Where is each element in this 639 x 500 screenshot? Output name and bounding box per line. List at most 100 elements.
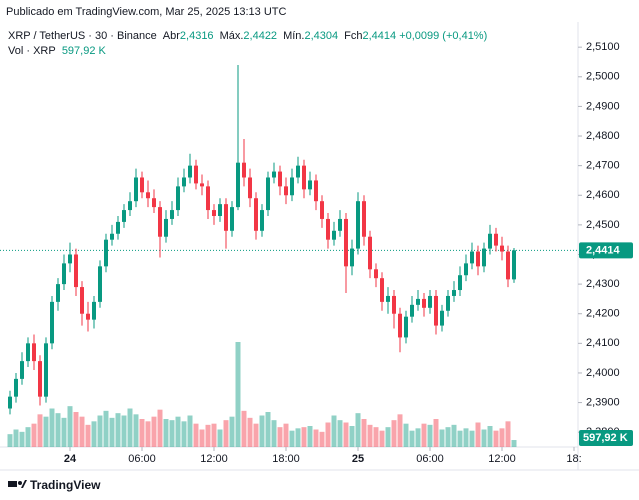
- volume-bar: [295, 428, 301, 447]
- volume-bar: [31, 423, 37, 447]
- volume-bar: [289, 430, 295, 447]
- volume-bar: [175, 416, 181, 447]
- candle-body: [122, 210, 126, 222]
- candle-body: [80, 287, 84, 314]
- logo: [8, 480, 27, 488]
- volume-bar: [511, 440, 517, 447]
- candle-body: [164, 218, 168, 237]
- candle-body: [68, 254, 72, 264]
- volume-bar: [73, 412, 79, 447]
- candle-body: [500, 245, 504, 252]
- volume-bar: [259, 415, 265, 447]
- volume-bar: [115, 413, 121, 447]
- volume-bar: [247, 417, 253, 447]
- published-line: Publicado em TradingView.com, Mar 25, 20…: [6, 6, 287, 18]
- volume-bar: [361, 419, 367, 447]
- price-tick-label: 2,4900: [586, 100, 620, 112]
- candle-body: [260, 210, 264, 231]
- candle-body: [398, 313, 402, 338]
- time-tick-label: 24: [64, 453, 77, 465]
- candle-body: [320, 201, 324, 219]
- candle-body: [380, 278, 384, 302]
- candle-body: [158, 207, 162, 237]
- volume-bar: [271, 420, 277, 447]
- volume-bar: [67, 406, 73, 447]
- candle-body: [272, 171, 276, 178]
- candle-body: [92, 301, 96, 320]
- price-tick-label: 2,4100: [586, 337, 620, 349]
- volume-bar: [487, 426, 493, 447]
- volume-bar: [349, 426, 355, 447]
- volume-bar: [97, 415, 103, 447]
- volume-bar: [217, 429, 223, 447]
- volume-bar: [463, 428, 469, 447]
- field-value: 2,4316: [179, 30, 214, 42]
- volume-bar: [403, 423, 409, 447]
- symbol-row: XRP / TetherUS · 30 · Binance Abr2,4316 Má…: [8, 30, 487, 42]
- volume-bar: [373, 427, 379, 447]
- candle-body: [266, 177, 270, 211]
- candle-body: [308, 180, 312, 190]
- volume-bar: [409, 430, 415, 447]
- candle-body: [14, 378, 18, 397]
- volume-bar: [133, 414, 139, 447]
- candle-body: [488, 233, 492, 249]
- volume-bar: [367, 424, 373, 447]
- candle-body: [302, 165, 306, 190]
- candle-body: [230, 207, 234, 231]
- volume-bar: [445, 427, 451, 447]
- candle-body: [236, 162, 240, 208]
- field-value: 2,4304: [304, 30, 339, 42]
- candle-body: [434, 295, 438, 326]
- time-tick-label: 06:00: [416, 453, 444, 465]
- volume-bar: [223, 420, 229, 447]
- volume-bar: [211, 423, 217, 447]
- candle-body: [314, 180, 318, 202]
- volume-bar: [331, 415, 337, 447]
- price-tick-label: 2,4700: [586, 160, 620, 172]
- volume-bar: [427, 424, 433, 447]
- volume-bar: [151, 416, 157, 447]
- volume-bar: [163, 419, 169, 447]
- candle-body: [506, 251, 510, 280]
- volume-bar: [505, 421, 511, 447]
- candle-body: [224, 204, 228, 231]
- volume-bar: [145, 421, 151, 447]
- candle-body: [338, 218, 342, 231]
- candle-body: [38, 361, 42, 397]
- volume-bar: [499, 428, 505, 447]
- candle-body: [416, 298, 420, 305]
- candle-body: [452, 290, 456, 296]
- volume-bar: [475, 422, 481, 447]
- volume-bar: [241, 410, 247, 447]
- ohlc-fields: Abr2,4316 Máx.2,4422 Mín.2,4304 Fch2,4414: [157, 30, 396, 42]
- footer-brand: TradingView: [30, 478, 101, 492]
- candle-body: [188, 165, 192, 178]
- candle-body: [116, 221, 120, 234]
- change: +0,0099 (+0,41%): [399, 30, 488, 42]
- field-label: Fch: [344, 30, 363, 42]
- volume-bar: [283, 423, 289, 447]
- volume-bar: [127, 408, 133, 447]
- candle-body: [464, 263, 468, 276]
- candle-body: [494, 233, 498, 246]
- volume-bar: [493, 430, 499, 447]
- volume-row: Vol · XRP 597,92 K: [8, 45, 106, 57]
- volume-bar: [457, 430, 463, 447]
- volume-bar: [379, 430, 385, 447]
- volume-bar: [187, 415, 193, 447]
- candle-body: [278, 171, 282, 187]
- candle-body: [344, 218, 348, 267]
- volume-bar: [121, 415, 127, 447]
- price-tick-label: 2,5100: [586, 41, 620, 53]
- candle-body: [104, 239, 108, 267]
- candle-body: [404, 316, 408, 338]
- volume-bar: [19, 431, 25, 447]
- candle-body: [170, 210, 174, 219]
- candle-body: [470, 251, 474, 264]
- candle-body: [110, 233, 114, 240]
- volume-bar: [301, 427, 307, 447]
- volume-bar: [337, 420, 343, 447]
- candle-body: [74, 254, 78, 288]
- volume-bar: [91, 421, 97, 447]
